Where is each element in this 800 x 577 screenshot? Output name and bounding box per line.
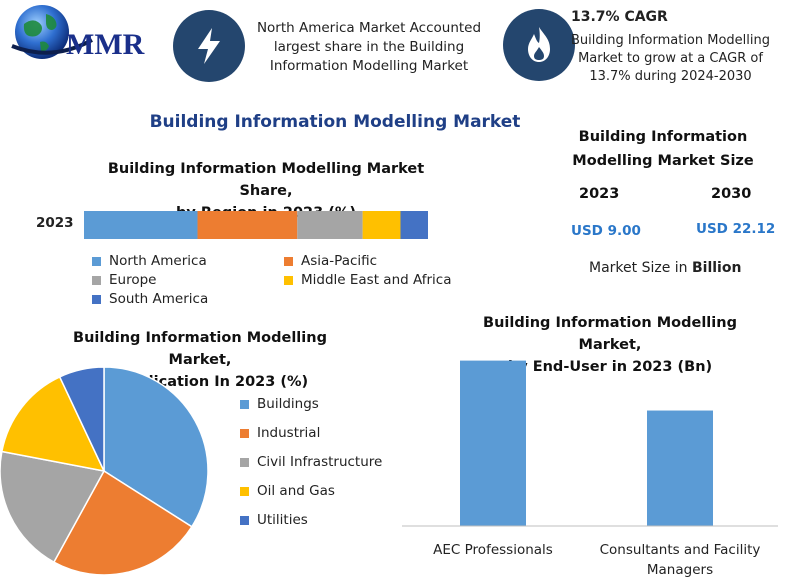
mmr-logo: MMR (6, 2, 156, 70)
market-size-note-prefix: Market Size in (589, 260, 692, 276)
cagr-title: 13.7% CAGR (571, 9, 668, 25)
flame-icon (503, 9, 575, 81)
header-right-text: Building Information Modelling Market to… (571, 33, 770, 84)
application-legend-buildings: Buildings (240, 396, 382, 412)
enduser-category-label: AEC Professionals (433, 542, 553, 558)
enduser-category-label: Consultants and Facility (600, 542, 761, 558)
market-size-note: Market Size in Billion (589, 260, 741, 276)
year-2030-label: 2030 (711, 186, 752, 202)
region-legend-middle-east-and-africa: Middle East and Africa (284, 272, 462, 288)
region-segment-south-america (400, 211, 428, 239)
enduser-category-label: Managers (647, 562, 713, 577)
region-legend-europe: Europe (92, 272, 284, 288)
region-stacked-bar (84, 211, 428, 239)
enduser-chart-title-line2: by End-User in 2023 (Bn) (507, 359, 713, 375)
legend-swatch (284, 256, 293, 266)
application-legend-industrial: Industrial (240, 425, 382, 441)
enduser-bar-aec-professionals (460, 360, 526, 526)
legend-label: North America (109, 253, 207, 269)
legend-swatch (240, 428, 249, 438)
pie-slice-industrial (52, 469, 193, 576)
region-legend-south-america: South America (92, 291, 284, 307)
logo-text: MMR (66, 28, 145, 61)
application-legend-utilities: Utilities (240, 512, 382, 528)
legend-swatch (240, 486, 249, 496)
legend-label: Asia-Pacific (301, 253, 378, 269)
market-size-title: Building Information Modelling Market Si… (572, 129, 754, 169)
legend-swatch (284, 275, 293, 285)
region-segment-north-america (84, 211, 198, 239)
header-left-text: North America Market Accounted largest s… (256, 20, 482, 74)
region-legend-asia-pacific: Asia-Pacific (284, 253, 462, 269)
legend-swatch (240, 515, 249, 525)
legend-swatch (92, 256, 101, 266)
main-title: Building Information Modelling Market (149, 112, 521, 132)
application-legend: Buildings Industrial Civil Infrastructure O… (240, 396, 382, 528)
enduser-chart-title: Building Information Modelling Market, b… (450, 312, 770, 378)
legend-swatch (92, 294, 101, 304)
lightning-bolt-icon (173, 10, 245, 82)
pie-slice-utilities (58, 367, 105, 472)
pie-slice-civil-infrastructure (0, 450, 106, 564)
region-legend-north-america: North America (92, 253, 284, 269)
application-legend-civil-infrastructure: Civil Infrastructure (240, 454, 382, 470)
legend-label: Buildings (257, 396, 319, 412)
region-segment-middle-east-and-africa (362, 211, 401, 239)
pie-slice-oil-and-gas (0, 375, 106, 473)
enduser-bar-consultants-and-facility-managers (647, 410, 713, 526)
legend-swatch (240, 399, 249, 409)
legend-swatch (92, 275, 101, 285)
year-2023-label: 2023 (579, 186, 620, 202)
region-bar-category-label: 2023 (36, 215, 74, 231)
value-2030: USD 22.12 (696, 221, 776, 237)
region-segment-europe (297, 211, 363, 239)
legend-label: Civil Infrastructure (257, 454, 383, 470)
region-legend: North America Asia-Pacific Europe Middle Ea… (92, 253, 462, 307)
value-2023: USD 9.00 (571, 223, 641, 239)
legend-label: Oil and Gas (257, 483, 335, 499)
legend-swatch (240, 457, 249, 467)
market-size-note-unit: Billion (691, 260, 742, 276)
application-pie-chart (0, 367, 209, 576)
legend-label: Utilities (257, 512, 308, 528)
legend-label: South America (109, 291, 209, 307)
region-segment-asia-pacific (197, 211, 298, 239)
application-chart-title-line1: Building Information Modelling Market, (73, 330, 327, 368)
enduser-bar-chart: AEC Professionals Consultants and Facilit… (402, 360, 778, 577)
legend-label: Industrial (257, 425, 321, 441)
legend-label: Europe (109, 272, 157, 288)
legend-label: Middle East and Africa (301, 272, 452, 288)
application-legend-oil-and-gas: Oil and Gas (240, 483, 382, 499)
enduser-chart-title-line1: Building Information Modelling Market, (483, 315, 737, 353)
region-chart-title-line1: Building Information Modelling Market Sh… (107, 161, 425, 199)
